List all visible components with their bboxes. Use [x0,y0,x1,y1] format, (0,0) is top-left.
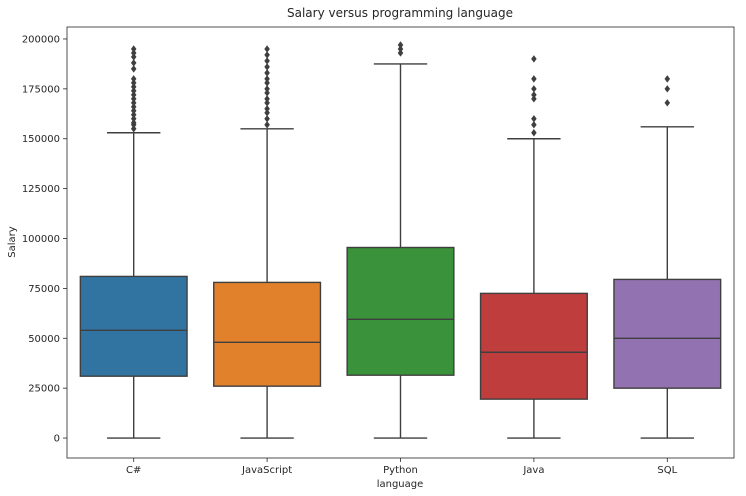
outlier-point [130,125,137,133]
outlier-point [664,75,671,83]
outlier-point [264,109,270,117]
outlier-point [130,95,137,103]
box-javascript [213,45,322,439]
box-c- [79,45,188,439]
outlier-point [531,129,537,137]
outlier-point [130,111,137,119]
y-tick-label: 25000 [28,384,60,395]
outlier-point [264,79,270,87]
outlier-point [264,89,270,97]
outlier-point [130,115,137,123]
iqr-box [613,278,722,389]
box-python [346,41,455,439]
outlier-point [264,115,270,123]
outlier-point [664,85,671,93]
outlier-point [130,45,137,53]
y-axis: 0 25000 50000 75000 100000 125000 150000 175000… [22,34,67,445]
iqr-box [79,275,188,377]
x-tick-label: SQL [657,465,677,476]
outlier-point [130,91,137,99]
x-tick-label: C# [126,465,141,476]
y-tick-label: 0 [54,434,60,445]
y-tick-label: 75000 [28,284,60,295]
outlier-point [130,49,137,57]
outlier-point [531,115,537,123]
chart-title: Salary versus programming language [287,6,513,20]
x-tick-label: Java [522,465,544,476]
outlier-point [264,75,270,83]
outlier-point [130,107,137,115]
y-tick-label: 125000 [22,184,60,195]
y-axis-label: Salary [7,226,18,257]
outlier-point [130,119,137,127]
y-tick-label: 200000 [22,34,60,45]
outlier-point [397,45,404,53]
outlier-point [130,59,137,67]
y-tick-label: 175000 [22,84,60,95]
outlier-point [130,87,137,95]
x-axis: C# JavaScript Python Java SQL [126,458,678,476]
outlier-point [264,69,270,77]
outlier-point [531,75,537,83]
box-series [79,41,722,439]
outlier-point [130,99,137,107]
outlier-point [264,99,270,107]
outlier-point [397,49,404,57]
x-tick-label: JavaScript [241,465,292,476]
outlier-point [531,121,537,129]
outlier-point [664,99,671,107]
outlier-point [264,63,270,71]
outlier-point [264,57,270,65]
outlier-point [130,79,137,87]
outlier-point [264,85,270,93]
outlier-point [531,55,537,63]
iqr-box [213,281,322,387]
outlier-point [130,65,137,73]
y-tick-label: 100000 [22,234,60,245]
outlier-point [264,45,270,53]
outlier-point [264,51,270,59]
outlier-point [531,85,537,93]
outlier-point [397,41,404,49]
outlier-point [130,53,137,61]
outlier-point [264,121,270,129]
outlier-point [264,105,270,113]
outlier-point [130,103,137,111]
box-sql [613,75,722,439]
outlier-point [130,75,137,83]
box-java [479,55,588,439]
x-tick-label: Python [383,465,418,476]
outlier-point [531,95,537,103]
y-tick-label: 50000 [28,334,60,345]
x-axis-label: language [377,479,424,490]
y-tick-label: 150000 [22,134,60,145]
iqr-box [346,246,455,376]
outlier-point [531,91,537,99]
outlier-point [264,95,270,103]
iqr-box [479,292,588,400]
outlier-point [130,83,137,91]
